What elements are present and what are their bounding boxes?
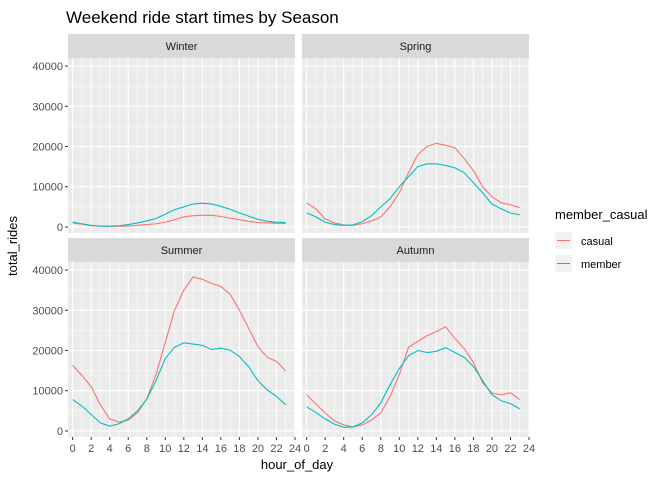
panel-autumn: Autumn bbox=[302, 238, 530, 437]
legend-label-casual: casual bbox=[581, 236, 613, 248]
x-tick-label: 4 bbox=[341, 443, 347, 455]
series-line-member bbox=[306, 163, 520, 226]
y-tick-label: 20000 bbox=[32, 142, 63, 154]
facet-strip bbox=[68, 238, 295, 262]
x-tick-label: 24 bbox=[523, 443, 535, 455]
legend-key-casual bbox=[555, 232, 572, 249]
legend: member_casual casual member bbox=[555, 207, 648, 272]
panel-winter: Winter bbox=[68, 34, 296, 233]
x-tick-label: 18 bbox=[467, 443, 479, 455]
panel-background bbox=[302, 262, 529, 437]
facet-strip-label: Summer bbox=[161, 245, 203, 257]
x-tick-label: 18 bbox=[233, 443, 245, 455]
facet-strip-label: Autumn bbox=[397, 245, 435, 257]
x-tick-label: 22 bbox=[270, 443, 282, 455]
legend-key-member bbox=[555, 255, 572, 272]
chart-title: Weekend ride start times by Season bbox=[66, 8, 339, 27]
panel-background bbox=[68, 58, 295, 233]
y-tick-label: 40000 bbox=[32, 265, 63, 277]
panel-summer: Summer bbox=[68, 238, 296, 437]
x-tick-label: 0 bbox=[304, 443, 310, 455]
series-line-member bbox=[72, 342, 287, 427]
x-axes: 0 2 4 6 8 10 12 14 16 18 20 22 24 0 2 4 6 8 10 12 14 16 18 20 22… bbox=[70, 437, 535, 455]
y-tick-label: 30000 bbox=[32, 101, 63, 113]
x-tick-label: 16 bbox=[215, 443, 227, 455]
y-axis-title: total_rides bbox=[5, 216, 20, 276]
x-tick-label: 4 bbox=[107, 443, 113, 455]
series-line-casual bbox=[306, 142, 520, 226]
y-axes: 0 10000 20000 30000 40000 0 10000 20000 30000 400… bbox=[32, 61, 68, 438]
x-tick-label: 20 bbox=[252, 443, 264, 455]
x-tick-label: 6 bbox=[125, 443, 131, 455]
x-tick-label: 12 bbox=[412, 443, 424, 455]
x-tick-label: 2 bbox=[322, 443, 328, 455]
facet-strip bbox=[302, 238, 529, 262]
legend-title: member_casual bbox=[555, 207, 648, 222]
x-tick-label: 2 bbox=[88, 443, 94, 455]
x-tick-label: 10 bbox=[159, 443, 171, 455]
legend-label-member: member bbox=[581, 259, 622, 271]
x-tick-label: 0 bbox=[70, 443, 76, 455]
x-axis-title: hour_of_day bbox=[261, 457, 334, 472]
series-line-casual bbox=[72, 276, 287, 423]
y-tick-label: 10000 bbox=[32, 182, 63, 194]
x-tick-label: 6 bbox=[359, 443, 365, 455]
facet-panels: Winter Spring Summer Autumn bbox=[68, 34, 530, 437]
y-tick-label: 0 bbox=[57, 222, 63, 234]
y-tick-label: 40000 bbox=[32, 61, 63, 73]
x-tick-label: 16 bbox=[449, 443, 461, 455]
x-tick-label: 22 bbox=[504, 443, 516, 455]
facet-strip bbox=[302, 34, 529, 58]
x-tick-label: 14 bbox=[430, 443, 442, 455]
y-tick-label: 0 bbox=[57, 426, 63, 438]
facet-strip bbox=[68, 34, 295, 58]
series-line-member bbox=[306, 347, 521, 428]
x-tick-label: 8 bbox=[378, 443, 384, 455]
y-tick-label: 30000 bbox=[32, 305, 63, 317]
x-tick-label: 20 bbox=[486, 443, 498, 455]
facet-strip-label: Winter bbox=[166, 41, 198, 53]
x-tick-label: 14 bbox=[196, 443, 208, 455]
y-tick-label: 20000 bbox=[32, 346, 63, 358]
x-tick-label: 8 bbox=[144, 443, 150, 455]
x-tick-label: 12 bbox=[178, 443, 190, 455]
panel-spring: Spring bbox=[302, 34, 530, 233]
panel-background bbox=[68, 262, 295, 437]
facet-strip-label: Spring bbox=[400, 41, 432, 53]
x-tick-label: 24 bbox=[289, 443, 301, 455]
y-tick-label: 10000 bbox=[32, 386, 63, 398]
series-line-member bbox=[72, 202, 286, 227]
x-tick-label: 10 bbox=[393, 443, 405, 455]
series-line-casual bbox=[306, 326, 521, 428]
